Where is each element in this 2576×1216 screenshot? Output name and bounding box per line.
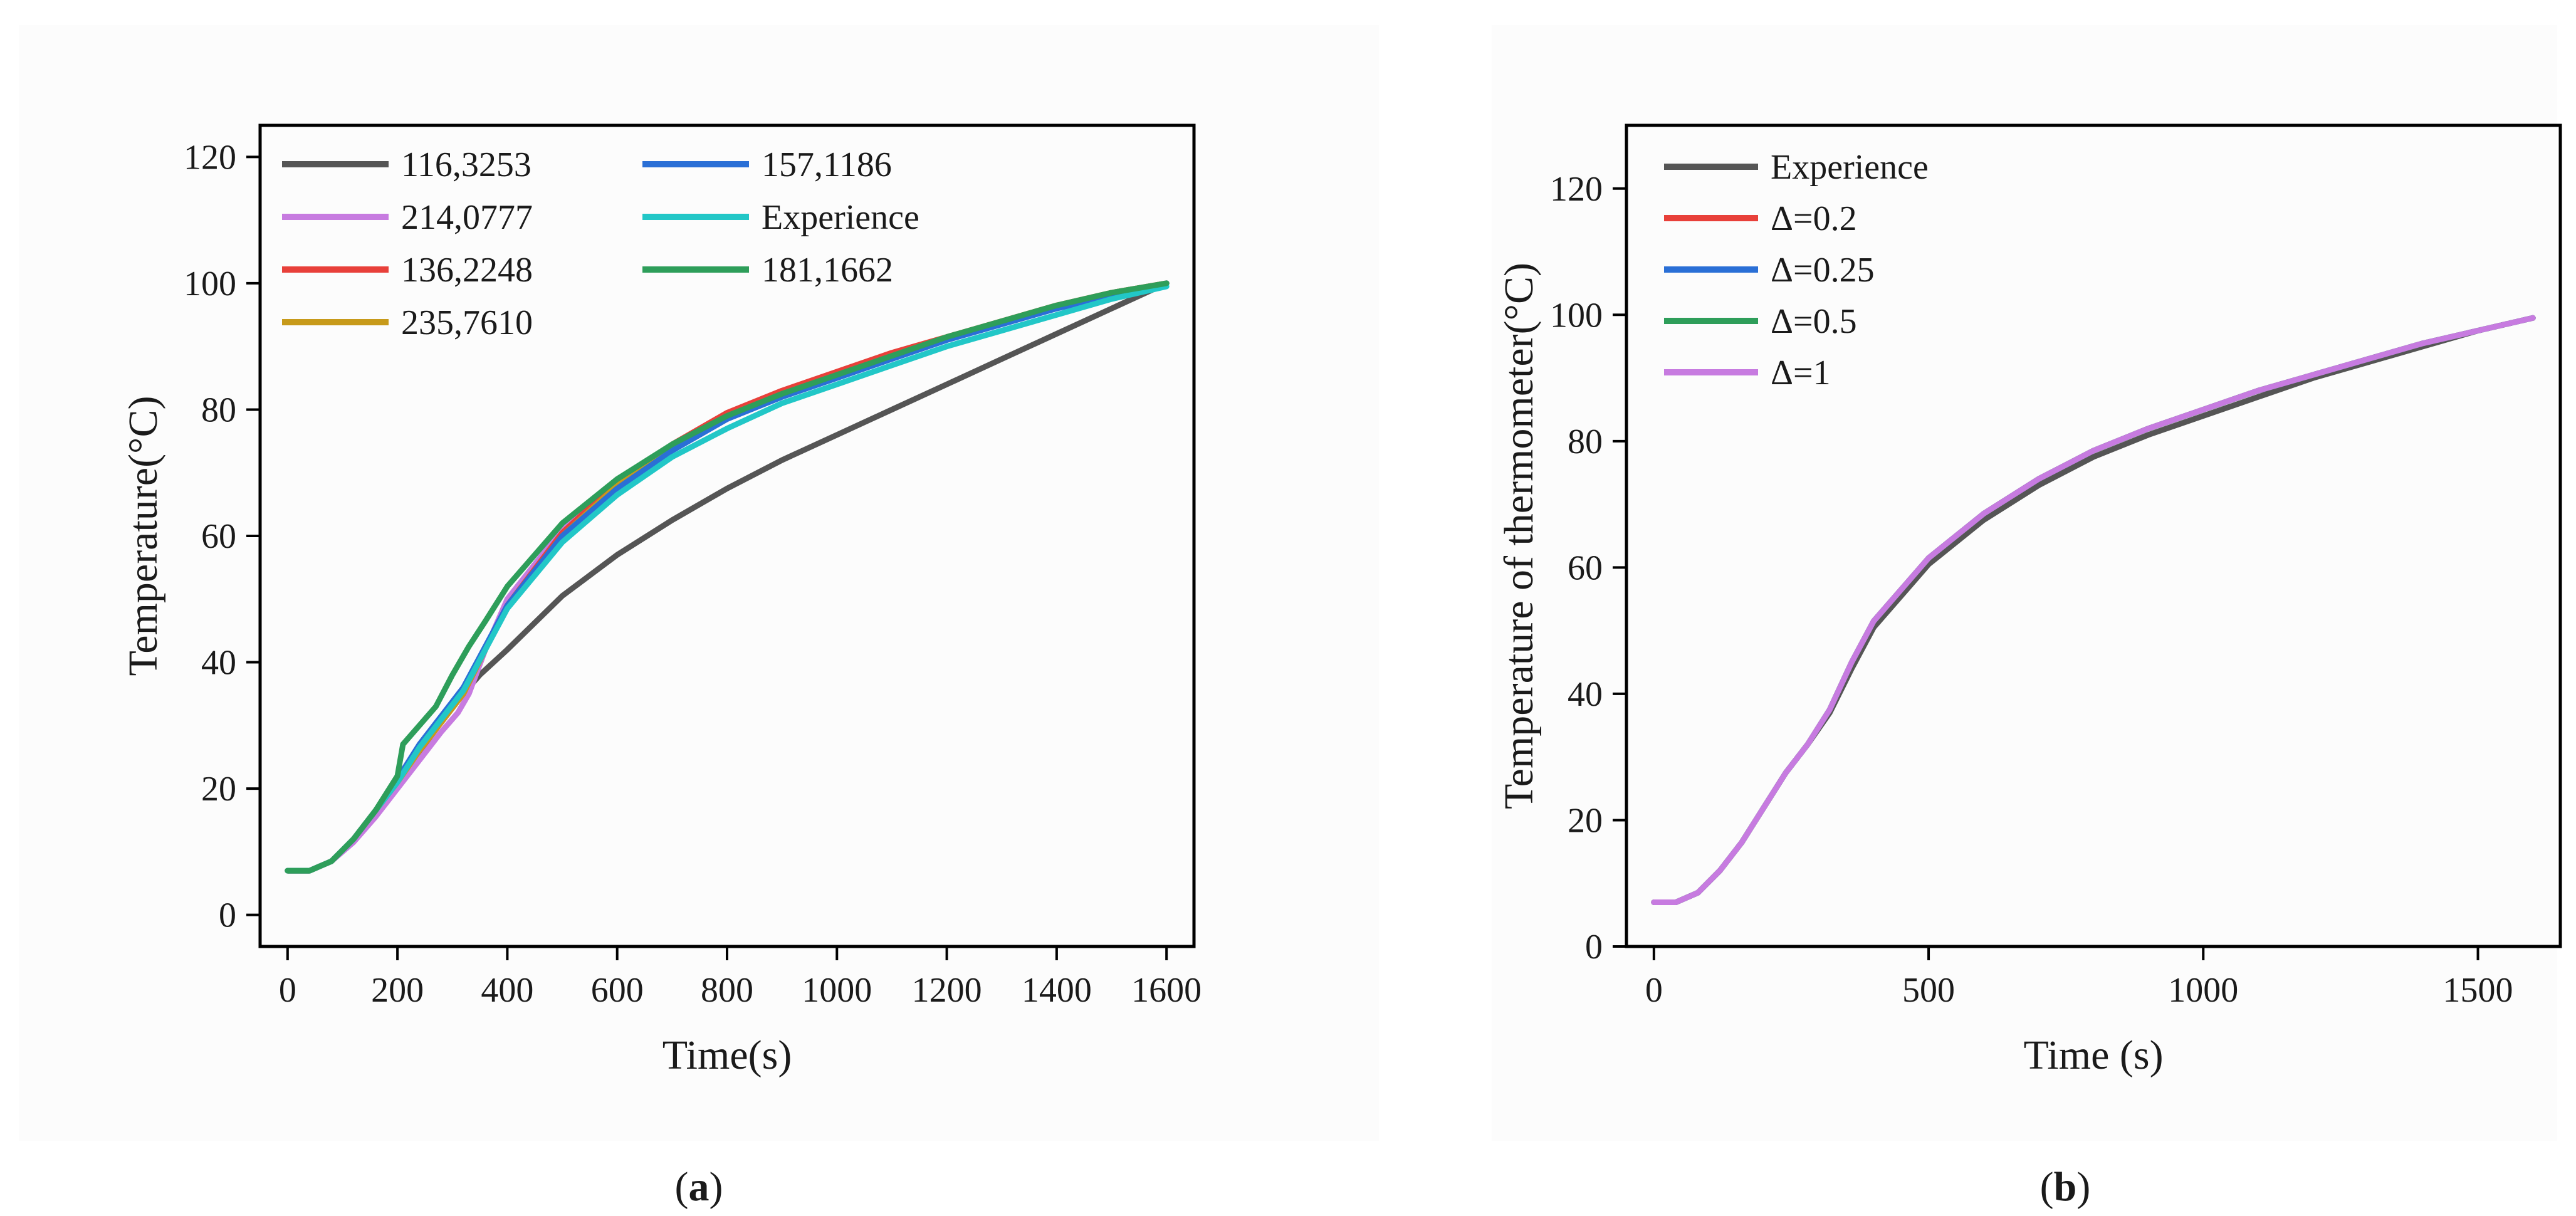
x-tick-label-0: 0	[279, 971, 296, 1010]
panel-caption-letter: a	[689, 1164, 709, 1210]
x-tick-label-1000: 1000	[802, 971, 872, 1010]
x-tick-label-600: 600	[591, 971, 644, 1010]
y-tick-label-80: 80	[1568, 422, 1603, 461]
series-line-1	[1651, 315, 2536, 905]
legend-label-181-1662: 181,1662	[762, 251, 893, 290]
y-tick-label-0: 0	[219, 896, 236, 935]
panel-caption-b: (b)	[2040, 1164, 2091, 1210]
legend-label-214-0777: 214,0777	[401, 198, 533, 237]
legend-label-0-25: Δ=0.25	[1771, 251, 1875, 290]
chart-panel-b: 0 500 1000 1500 0 20 40 60 80 100 120 Time (s) Tempe…	[1496, 123, 2562, 1210]
legend-label-experience: Experience	[762, 198, 919, 237]
plot-frame-b	[1625, 123, 2562, 948]
y-tick-label-120: 120	[1550, 170, 1603, 209]
x-tick-label-1500: 1500	[2443, 971, 2513, 1010]
panel-caption-letter: b	[2054, 1164, 2077, 1210]
legend-label-0-2: Δ=0.2	[1771, 199, 1857, 238]
legend-label-1: Δ=1	[1771, 354, 1831, 392]
y-tick-label-0: 0	[1585, 928, 1603, 967]
y-axis-title: Temperature of thermometer(°C)	[1496, 263, 1542, 809]
x-tick-label-800: 800	[701, 971, 753, 1010]
y-tick-label-20: 20	[1568, 801, 1603, 840]
x-axis-title: Time(s)	[662, 1032, 792, 1078]
panel-a-background	[19, 25, 1379, 1141]
y-tick-label-40: 40	[201, 644, 236, 683]
x-axis-title: Time (s)	[2023, 1032, 2163, 1078]
x-tick-label-1400: 1400	[1022, 971, 1092, 1010]
y-tick-label-60: 60	[201, 517, 236, 556]
legend-label-157-1186: 157,1186	[762, 145, 892, 184]
series-line-181-1662	[285, 280, 1170, 874]
legend-label-136-2248: 136,2248	[401, 251, 533, 290]
legend-label-0-5: Δ=0.5	[1771, 302, 1857, 341]
x-tick-label-1200: 1200	[912, 971, 982, 1010]
x-tick-label-1000: 1000	[2168, 971, 2238, 1010]
legend-label-experience: Experience	[1771, 148, 1929, 187]
x-tick-label-0: 0	[1645, 971, 1663, 1010]
y-tick-label-80: 80	[201, 390, 236, 429]
panel-caption-a: (a)	[675, 1164, 723, 1210]
y-tick-label-100: 100	[1550, 296, 1603, 335]
y-tick-label-120: 120	[184, 138, 236, 177]
panel-b-background	[1492, 25, 2557, 1141]
chart-panel-a: 0 200 400 600 800 1000 1200 1400 1600 0 20 40 60 80 10…	[120, 123, 1202, 1210]
y-tick-label-60: 60	[1568, 548, 1603, 587]
y-tick-label-100: 100	[184, 265, 236, 303]
x-tick-label-500: 500	[1902, 971, 1955, 1010]
x-tick-label-400: 400	[481, 971, 533, 1010]
legend-label-116-3253: 116,3253	[401, 145, 531, 184]
x-tick-label-1600: 1600	[1131, 971, 1202, 1010]
x-tick-label-200: 200	[371, 971, 424, 1010]
y-axis-title: Temperature(°C)	[120, 396, 166, 676]
legend-label-235-7610: 235,7610	[401, 303, 533, 342]
y-tick-label-20: 20	[201, 770, 236, 809]
y-tick-label-40: 40	[1568, 675, 1603, 714]
